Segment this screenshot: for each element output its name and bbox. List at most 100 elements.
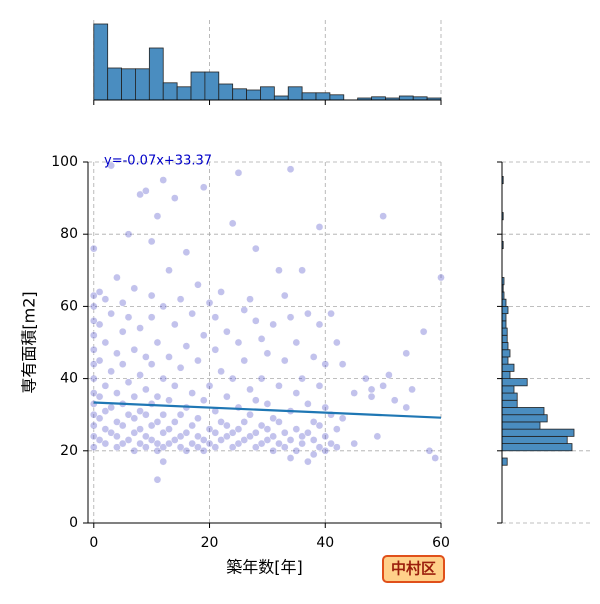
histogram-bar: [501, 320, 507, 329]
x-tick-label: 60: [432, 535, 450, 551]
histogram-bar: [501, 305, 509, 315]
scatter-point: [147, 237, 156, 246]
scatter-point: [118, 421, 127, 430]
scatter-point: [165, 396, 173, 405]
scatter-point: [89, 410, 98, 419]
scatter-point: [379, 212, 387, 220]
scatter-point: [194, 414, 202, 423]
histogram-bar: [273, 95, 289, 101]
scatter-point: [147, 421, 156, 430]
scatter-point: [89, 316, 98, 325]
histogram-bar: [501, 342, 509, 351]
scatter-point: [107, 428, 115, 437]
scatter-point: [269, 446, 278, 455]
scatter-point: [390, 396, 399, 405]
scatter-point: [309, 450, 318, 459]
histogram-bar: [315, 92, 331, 101]
scatter-point: [228, 374, 237, 383]
scatter-point: [159, 176, 168, 184]
scatter-point: [147, 360, 156, 369]
scatter-point: [298, 432, 306, 441]
histogram-bar: [501, 457, 508, 466]
scatter-point: [130, 345, 139, 354]
scatter-point: [188, 309, 197, 318]
scatter-point: [89, 389, 98, 397]
scatter-point: [292, 446, 301, 455]
scatter-point: [89, 345, 98, 354]
scatter-point: [159, 374, 168, 383]
scatter-point: [321, 432, 330, 441]
scatter-point: [286, 454, 295, 462]
histogram-bar: [501, 421, 541, 430]
scatter-point: [309, 353, 318, 361]
scatter-point: [101, 407, 110, 415]
scatter-point: [263, 400, 272, 408]
scatter-point: [402, 349, 411, 358]
histogram-bar: [93, 23, 109, 101]
histogram-bar: [501, 370, 511, 380]
scatter-point: [361, 374, 370, 383]
scatter-point: [159, 410, 168, 419]
scatter-point: [373, 432, 382, 441]
histogram-bar: [218, 83, 234, 101]
scatter-point: [315, 421, 324, 430]
scatter-point: [89, 360, 98, 369]
scatter-point: [118, 327, 127, 336]
scatter-point: [367, 392, 376, 401]
scatter-point: [194, 443, 202, 452]
scatter-point: [165, 439, 173, 448]
scatter-point: [211, 345, 220, 354]
scatter-point: [101, 338, 110, 347]
badge: 中村区: [391, 560, 436, 578]
y-axis-label: 専有面積[m2]: [20, 291, 39, 393]
scatter-point: [367, 385, 376, 394]
scatter-point: [275, 266, 283, 275]
x-axis-label: 築年数[年]: [226, 558, 303, 577]
histogram-bar: [501, 313, 507, 322]
scatter-point: [176, 295, 185, 304]
scatter-point: [130, 414, 139, 423]
scatter-point: [118, 360, 127, 369]
scatter-point: [321, 403, 330, 412]
scatter-point: [332, 338, 341, 347]
scatter-point: [153, 439, 162, 448]
scatter-point: [153, 418, 162, 426]
scatter-point: [124, 378, 133, 387]
scatter-point: [136, 439, 144, 448]
histogram-bar: [135, 68, 150, 101]
scatter-point: [419, 327, 428, 336]
histogram-bar: [501, 385, 515, 394]
scatter-point: [147, 436, 156, 444]
scatter-point: [263, 349, 272, 358]
scatter-point: [113, 389, 121, 397]
scatter-point: [182, 446, 191, 455]
scatter-point: [159, 302, 168, 311]
scatter-point: [107, 161, 115, 170]
y-tick-label: 80: [60, 226, 78, 242]
scatter-point: [315, 320, 324, 329]
scatter-point: [136, 425, 144, 433]
scatter-point: [304, 309, 312, 318]
scatter-point: [332, 425, 341, 433]
scatter-point: [275, 381, 283, 390]
scatter-point: [240, 306, 249, 314]
scatter-point: [176, 443, 185, 452]
scatter-point: [101, 439, 110, 448]
scatter-point: [113, 443, 121, 452]
scatter-point: [211, 313, 220, 322]
scatter-point: [199, 446, 208, 455]
scatter-point: [286, 165, 295, 174]
scatter-point: [223, 327, 231, 336]
scatter-point: [194, 280, 202, 289]
histogram-bar: [501, 414, 548, 423]
scatter-point: [153, 338, 162, 347]
scatter-point: [136, 190, 144, 199]
histogram-bar: [501, 392, 518, 401]
regression-label: y=-0.07x+33.37: [104, 154, 212, 169]
scatter-point: [199, 436, 208, 444]
histogram-bar: [260, 86, 275, 101]
scatter-point: [95, 436, 104, 444]
scatter-point: [292, 389, 301, 397]
scatter-point: [136, 324, 144, 332]
scatter-point: [327, 439, 335, 448]
